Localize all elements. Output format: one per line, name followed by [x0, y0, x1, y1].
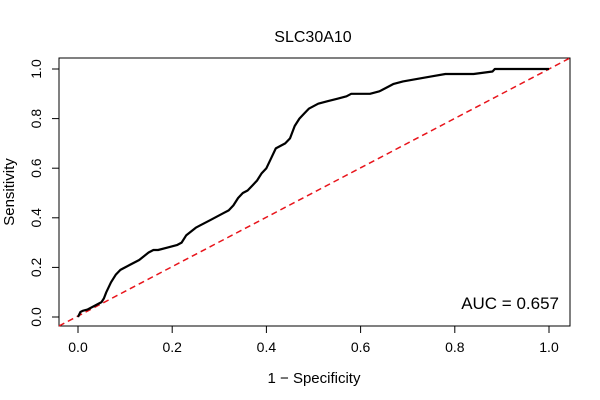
y-tick-label: 0.2	[28, 257, 44, 277]
x-tick-label: 0.0	[68, 339, 88, 355]
x-tick-label: 0.6	[351, 339, 371, 355]
y-tick-label: 0.8	[28, 109, 44, 129]
x-axis: 0.0 0.2 0.4 0.6 0.8 1.0	[68, 325, 559, 355]
y-axis: 0.0 0.2 0.4 0.6 0.8 1.0	[28, 59, 60, 327]
y-tick-label: 1.0	[28, 59, 44, 79]
y-tick-label: 0.4	[28, 208, 44, 228]
x-tick-label: 0.8	[445, 339, 465, 355]
roc-curve-line	[77, 67, 549, 318]
x-tick-label: 0.2	[162, 339, 182, 355]
y-tick-label: 0.0	[28, 307, 44, 327]
x-axis-label: 1 − Specificity	[268, 370, 361, 387]
chart-title: SLC30A10	[274, 29, 351, 46]
y-tick-label: 0.6	[28, 158, 44, 178]
reference-diagonal-line	[58, 57, 571, 327]
x-tick-label: 1.0	[539, 339, 559, 355]
x-tick-label: 0.4	[257, 339, 277, 355]
auc-annotation: AUC = 0.657	[461, 294, 559, 313]
y-axis-label: Sensitivity	[1, 158, 18, 226]
